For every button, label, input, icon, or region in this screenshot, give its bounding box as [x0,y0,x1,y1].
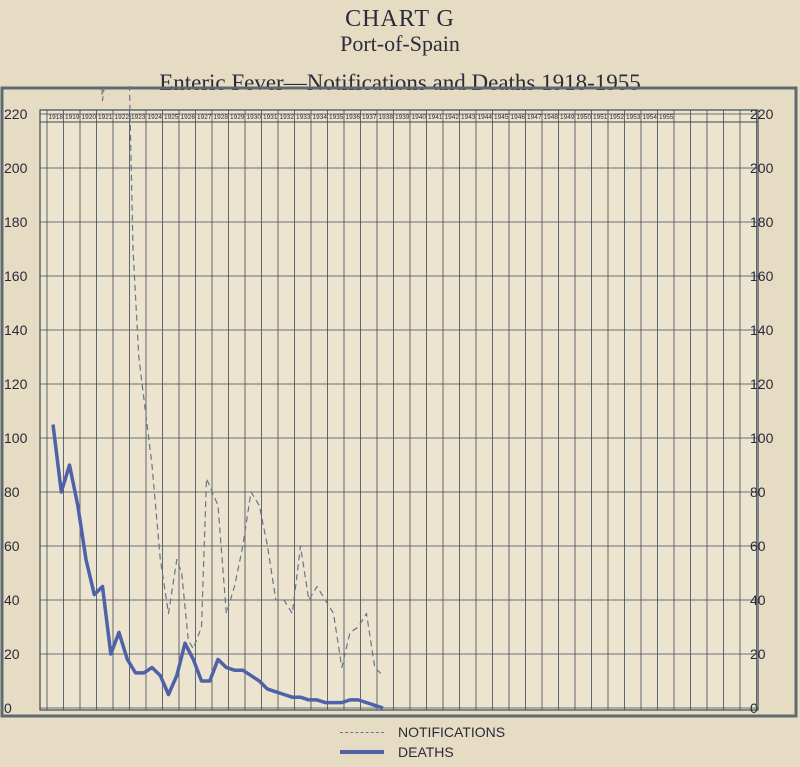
y-tick-label-left: 20 [4,646,20,662]
x-tick-label: 1940 [412,114,427,121]
plot-area [39,109,759,711]
x-tick-label: 1941 [428,114,443,121]
x-tick-label: 1918 [49,114,64,121]
y-tick-label-right: 180 [750,214,774,230]
chart-label: CHART G [345,6,455,32]
legend-item-deaths: DEATHS [340,742,505,762]
line-chart: 0 0 20 20 40 40 60 60 80 80 100 100 120 120 140 140 160 1… [0,86,798,718]
x-tick-label: 1921 [98,114,113,121]
x-tick-label: 1925 [164,114,179,121]
x-tick-label: 1936 [346,114,361,121]
x-tick-label: 1927 [197,114,212,121]
x-tick-label: 1947 [527,114,542,121]
y-tick-label-right: 140 [750,322,774,338]
y-tick-label-left: 80 [4,484,20,500]
place-title: Port-of-Spain [340,31,460,56]
x-tick-label: 1923 [131,114,146,121]
y-tick-label-left: 40 [4,592,20,608]
y-tick-label-right: 100 [750,430,774,446]
y-tick-label-right: 20 [750,646,766,662]
x-tick-label: 1932 [280,114,295,121]
y-tick-label-left: 180 [4,214,28,230]
y-tick-label-left: 0 [4,700,12,716]
y-tick-label-right: 40 [750,592,766,608]
y-tick-label-right: 60 [750,538,766,554]
legend-item-notifications: NOTIFICATIONS [340,722,505,742]
legend-swatch-solid [340,750,384,754]
x-tick-label: 1919 [65,114,80,121]
x-tick-label: 1946 [511,114,526,121]
x-tick-label: 1924 [148,114,163,121]
y-tick-label-left: 160 [4,268,28,284]
x-tick-label: 1935 [329,114,344,121]
x-tick-label: 1955 [659,114,674,121]
x-tick-label: 1948 [544,114,559,121]
chart-header: CHART G Port-of-Spain Enteric Fever—Noti… [0,0,800,96]
x-tick-label: 1933 [296,114,311,121]
x-tick-label: 1949 [560,114,575,121]
x-tick-label: 1922 [115,114,130,121]
x-tick-label: 1926 [181,114,196,121]
x-tick-label: 1942 [445,114,460,121]
legend-swatch-dashed [340,731,384,733]
x-tick-label: 1951 [593,114,608,121]
x-tick-label: 1944 [478,114,493,121]
x-tick-label: 1937 [362,114,377,121]
y-tick-label-right: 80 [750,484,766,500]
x-tick-label: 1920 [82,114,97,121]
chart-frame [0,86,798,718]
y-tick-label-left: 60 [4,538,20,554]
x-tick-label: 1953 [626,114,641,121]
x-tick-label: 1938 [379,114,394,121]
x-tick-label: 1939 [395,114,410,121]
y-tick-label-right: 220 [750,106,774,122]
x-tick-label: 1943 [461,114,476,121]
y-tick-label-left: 220 [4,106,28,122]
y-tick-label-right: 120 [750,376,774,392]
legend-label-notifications: NOTIFICATIONS [398,724,506,740]
x-tick-label: 1930 [247,114,262,121]
y-tick-label-right: 0 [750,700,758,716]
legend: NOTIFICATIONS DEATHS [340,722,505,762]
series-line-notifications [101,86,384,677]
x-tick-label: 1928 [214,114,229,121]
x-tick-label: 1929 [230,114,245,121]
y-tick-label-left: 200 [4,160,28,176]
chart-subtitle: Enteric Fever—Notifications and Deaths 1… [159,70,641,95]
legend-label-deaths: DEATHS [398,744,454,760]
x-tick-label: 1945 [494,114,509,121]
series-line-deaths [51,424,384,710]
x-tick-label: 1952 [610,114,625,121]
y-tick-label-right: 200 [750,160,774,176]
y-tick-label-left: 100 [4,430,28,446]
x-tick-label: 1954 [643,114,658,121]
x-tick-label: 1931 [263,114,278,121]
y-tick-label-right: 160 [750,268,774,284]
y-tick-label-left: 140 [4,322,28,338]
x-tick-label: 1950 [577,114,592,121]
x-tick-label: 1934 [313,114,328,121]
y-tick-label-left: 120 [4,376,28,392]
